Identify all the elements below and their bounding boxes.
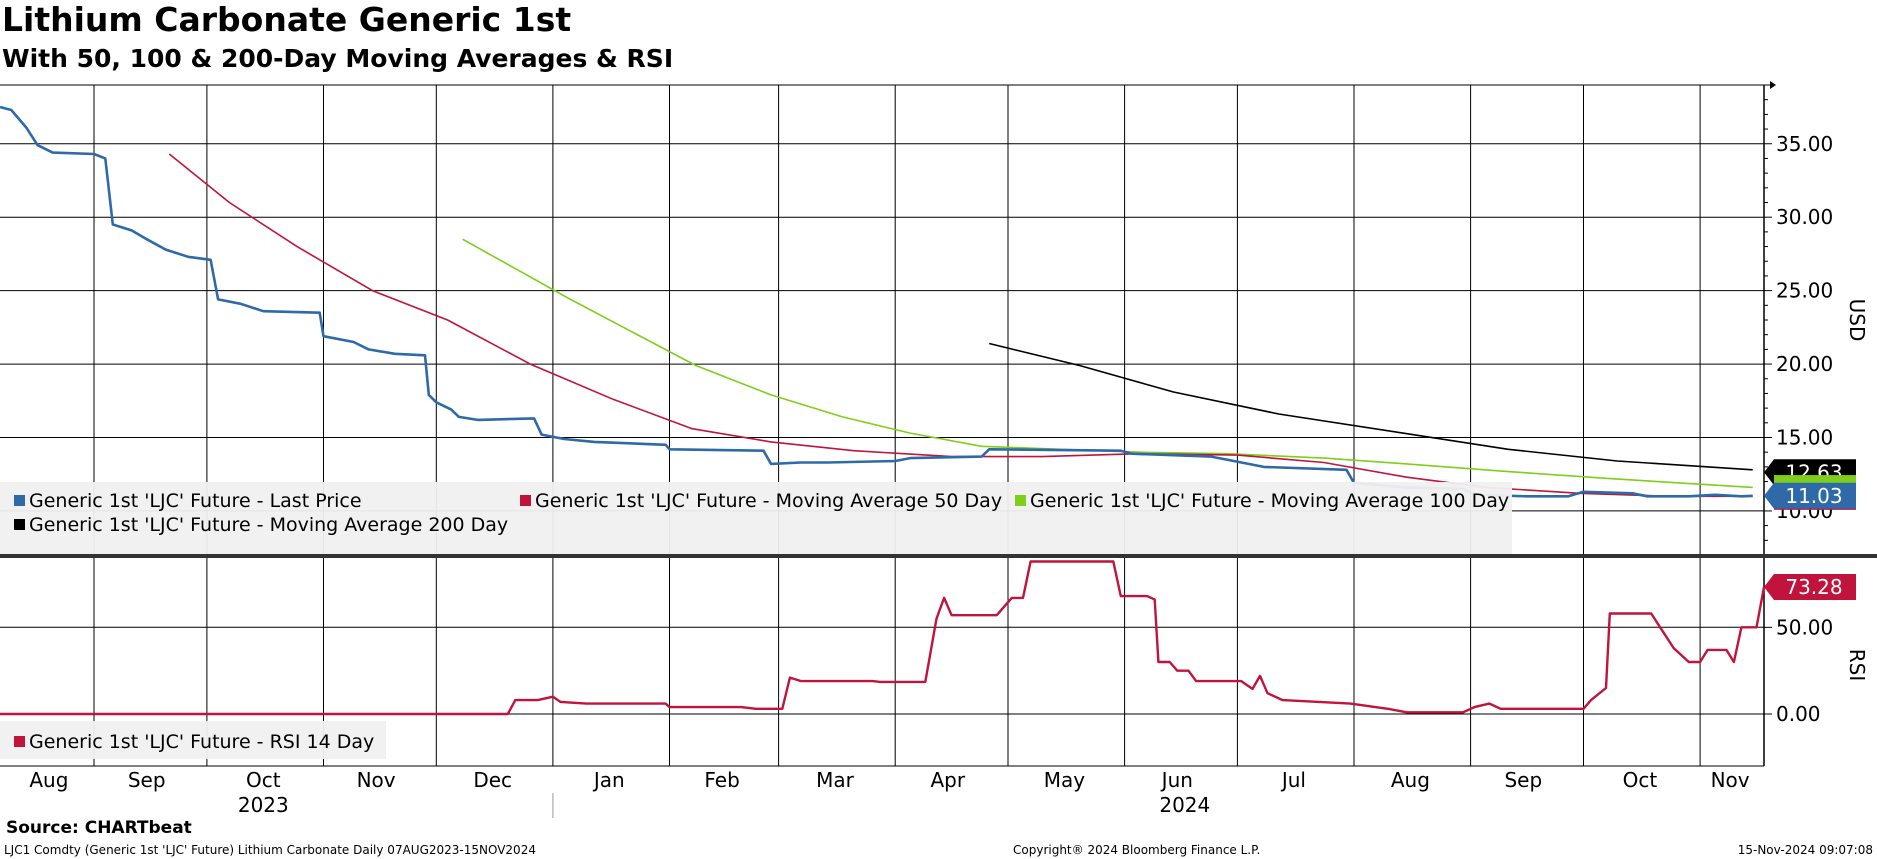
price-tick-label: 25.00 [1776, 279, 1833, 303]
x-month-label: Dec [473, 768, 512, 792]
legend-label: Generic 1st 'LJC' Future - Moving Averag… [29, 514, 508, 536]
x-month-label: Nov [1711, 768, 1750, 792]
security-description: LJC1 Comdty (Generic 1st 'LJC' Future) L… [4, 843, 536, 857]
x-month-label: Aug [29, 768, 68, 792]
x-year-label: 2023 [238, 793, 289, 817]
ma100-end-marker [1774, 475, 1856, 486]
price-axis-title: USD [1845, 299, 1869, 342]
price-tick-label: 20.00 [1776, 352, 1833, 376]
x-month-label: Sep [1504, 768, 1542, 792]
rsi-line [0, 560, 1766, 716]
x-month-label: Aug [1391, 768, 1430, 792]
x-month-label: Feb [704, 768, 739, 792]
rsi-legend: Generic 1st 'LJC' Future - RSI 14 Day [0, 721, 386, 759]
last-price-end-label-text: 11.03 [1785, 484, 1842, 508]
ma50-line [168, 153, 1753, 498]
price-legend: Generic 1st 'LJC' Future - Last Price Gen… [0, 482, 1512, 554]
chart-title: Lithium Carbonate Generic 1st [2, 0, 572, 39]
chart-subtitle: With 50, 100 & 200-Day Moving Averages &… [2, 44, 674, 73]
x-month-label: Jun [1160, 768, 1193, 792]
legend-swatch [1015, 495, 1026, 506]
rsi-end-label-box [1764, 573, 1856, 600]
legend-swatch [520, 495, 531, 506]
legend-swatch [14, 519, 25, 530]
copyright-note: Copyright® 2024 Bloomberg Finance L.P. [1013, 843, 1261, 857]
rsi-axis-title: RSI [1845, 649, 1869, 682]
legend-swatch [14, 736, 25, 747]
ma200-line [989, 342, 1753, 471]
x-month-label: Mar [816, 768, 855, 792]
x-month-label: May [1044, 768, 1086, 792]
source-note: Source: CHARTbeat [6, 818, 192, 838]
price-tick-label: 30.00 [1776, 205, 1833, 229]
axis-arrow-icon [1770, 81, 1776, 89]
price-tick-label: 15.00 [1776, 426, 1833, 450]
x-year-label: 2024 [1159, 793, 1210, 817]
rsi-end-label: 73.28 [1764, 573, 1856, 600]
rsi-legend-background [0, 721, 386, 759]
price-tick-label: 35.00 [1776, 132, 1833, 156]
x-month-label: Nov [357, 768, 396, 792]
legend-label: Generic 1st 'LJC' Future - Last Price [29, 490, 362, 512]
x-month-label: Oct [1623, 768, 1658, 792]
x-month-label: Oct [246, 768, 281, 792]
grid-lines [0, 85, 1764, 766]
rsi-tick-label: 50.00 [1776, 615, 1833, 639]
legend-label: Generic 1st 'LJC' Future - Moving Averag… [535, 490, 1002, 512]
ma100-line [462, 238, 1753, 489]
rsi-tick-label: 0.00 [1776, 702, 1821, 726]
x-month-label: Jul [1280, 768, 1306, 792]
last-price-end-label: 11.03 [1764, 482, 1856, 509]
timestamp: 15-Nov-2024 09:07:08 [1737, 843, 1873, 857]
x-month-label: Sep [128, 768, 166, 792]
legend-swatch [14, 495, 25, 506]
legend-label: Generic 1st 'LJC' Future - Moving Averag… [1030, 490, 1509, 512]
x-month-label: Jan [592, 768, 625, 792]
price-legend-background [0, 482, 1512, 554]
rsi-end-label-text: 73.28 [1785, 575, 1842, 599]
x-month-label: Apr [930, 768, 965, 792]
last-price-end-label-box [1764, 482, 1856, 509]
legend-label: Generic 1st 'LJC' Future - RSI 14 Day [29, 731, 374, 753]
